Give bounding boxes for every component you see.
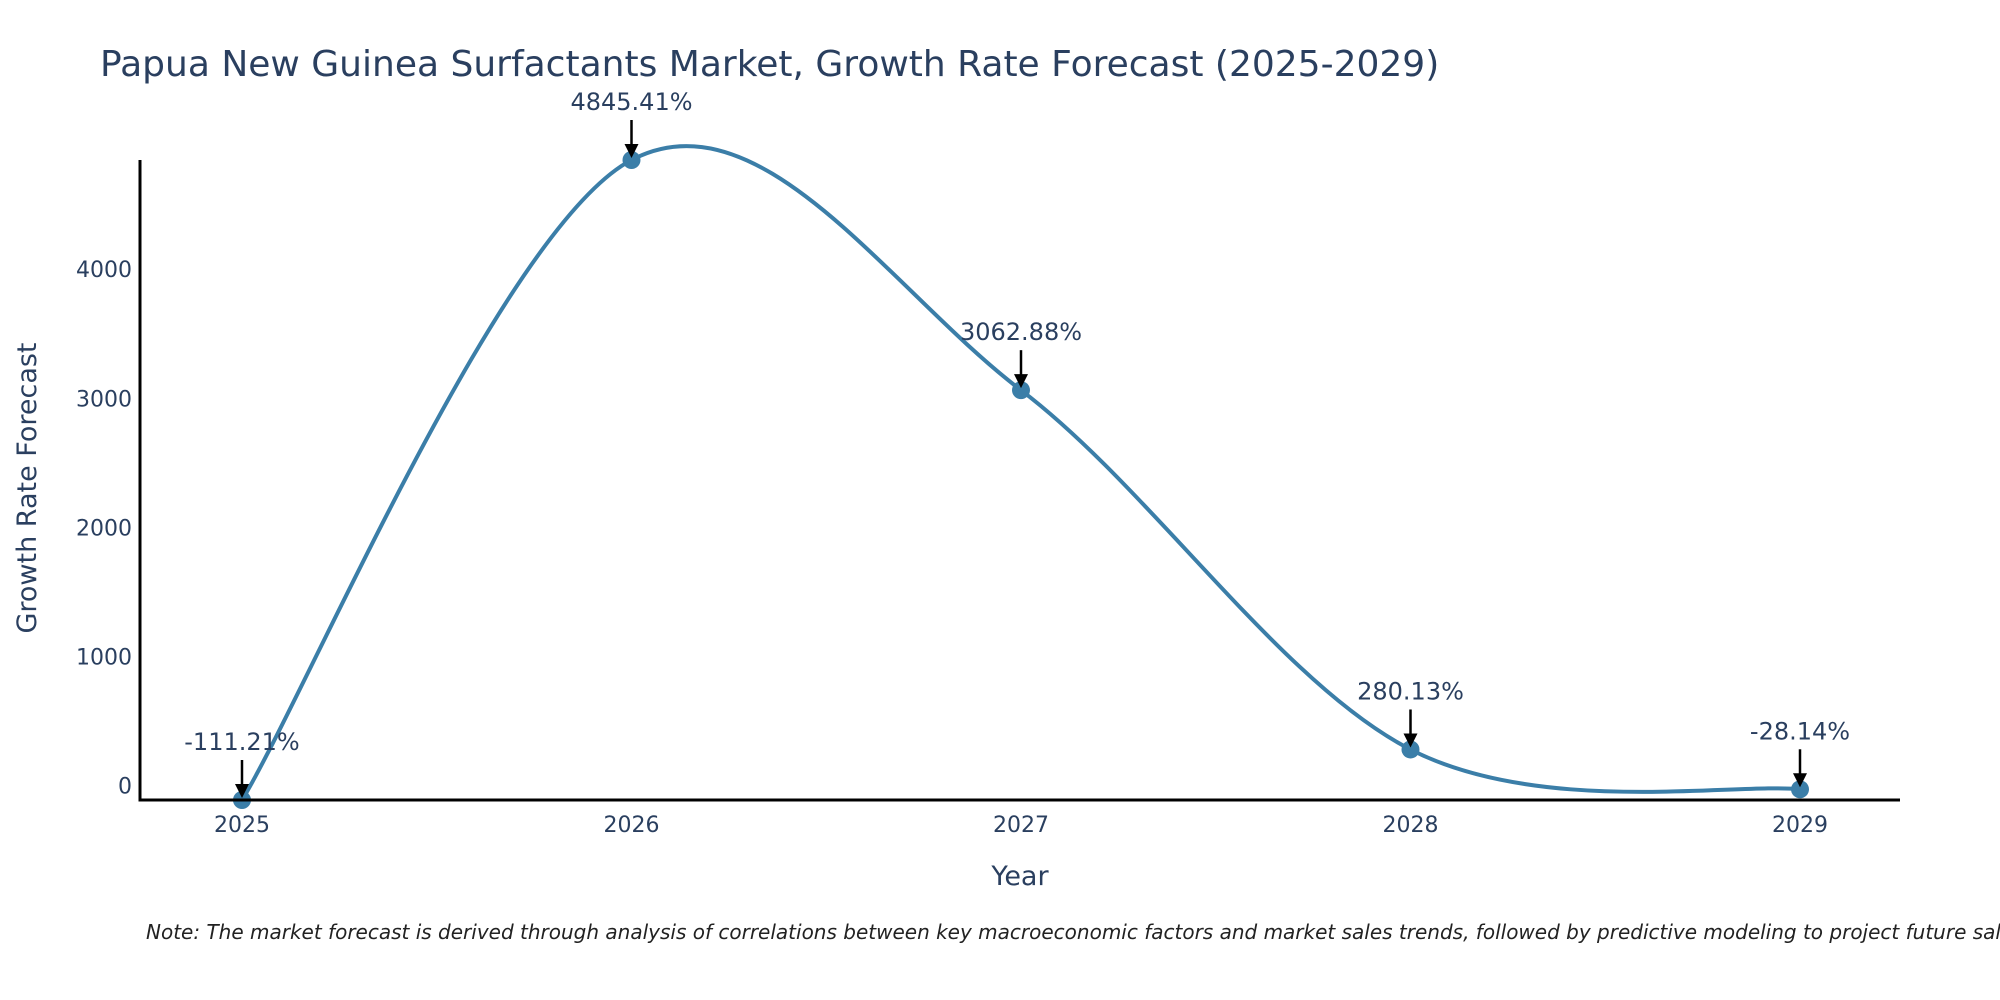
data-label: 4845.41% xyxy=(570,88,692,116)
data-point[interactable] xyxy=(1401,740,1420,759)
y-tick-label: 3000 xyxy=(76,387,132,412)
y-tick-label: 2000 xyxy=(76,516,132,541)
x-tick-label: 2029 xyxy=(1772,813,1828,838)
y-axis-ticks: 0 1000 2000 3000 4000 xyxy=(76,258,132,799)
chart-title: Papua New Guinea Surfactants Market, Gro… xyxy=(100,44,1440,85)
data-point[interactable] xyxy=(1012,381,1030,400)
annotation-arrow-head xyxy=(624,144,639,158)
data-annotations: -111.21% 4845.41% 3062.88% 280.13% -28.14% xyxy=(184,88,1850,798)
x-tick-label: 2026 xyxy=(604,813,660,838)
data-label: -28.14% xyxy=(1750,717,1850,745)
annotation-arrow-head xyxy=(1793,773,1807,788)
y-tick-label: 4000 xyxy=(76,258,132,283)
data-label: 280.13% xyxy=(1357,677,1464,705)
annotation-arrow-head xyxy=(1403,733,1418,748)
footnote: Note: The market forecast is derived thr… xyxy=(146,920,2000,944)
data-label: 3062.88% xyxy=(960,318,1082,346)
y-tick-label: 1000 xyxy=(76,646,132,671)
series-line xyxy=(240,144,1801,802)
x-axis-ticks: 2025 2026 2027 2028 2029 xyxy=(214,813,1828,838)
data-point[interactable] xyxy=(622,151,641,169)
data-markers xyxy=(233,151,1809,809)
x-tick-label: 2028 xyxy=(1383,813,1439,838)
annotation-arrow-head xyxy=(1014,374,1028,389)
y-tick-label: 0 xyxy=(118,775,132,800)
x-axis-title: Year xyxy=(990,861,1049,892)
x-tick-label: 2027 xyxy=(993,813,1049,838)
annotation-arrow-head xyxy=(235,784,249,798)
data-point[interactable] xyxy=(1791,780,1809,799)
data-label: -111.21% xyxy=(184,728,299,756)
x-tick-label: 2025 xyxy=(214,813,270,838)
y-axis-title: Growth Rate Forecast xyxy=(12,342,43,633)
